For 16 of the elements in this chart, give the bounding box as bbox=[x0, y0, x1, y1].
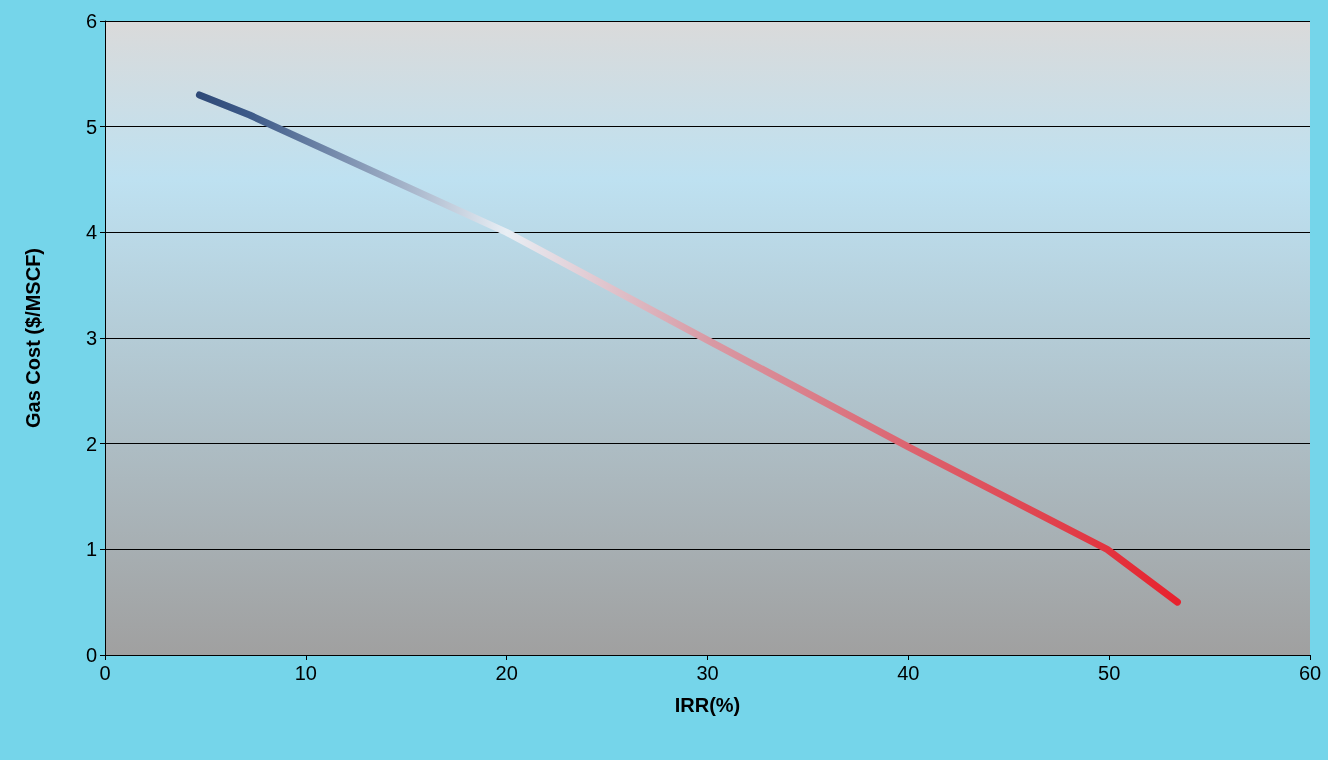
x-tick-label: 60 bbox=[1298, 662, 1322, 684]
x-tick-label: 40 bbox=[897, 662, 920, 684]
y-tick-label: 0 bbox=[85, 644, 97, 666]
y-tick-label: 4 bbox=[85, 221, 97, 244]
y-tick-label: 2 bbox=[85, 432, 97, 455]
y-tick-label: 3 bbox=[85, 327, 97, 349]
x-axis-title: IRR(%) bbox=[674, 694, 741, 716]
y-tick-label: 1 bbox=[85, 538, 97, 561]
y-tick-label: 6 bbox=[85, 10, 97, 32]
y-tick-label: 5 bbox=[85, 115, 97, 138]
y-axis-title: Gas Cost ($/MSCF) bbox=[22, 247, 44, 429]
x-tick-label: 30 bbox=[696, 662, 719, 684]
x-tick-label: 20 bbox=[495, 662, 518, 684]
x-tick-label: 0 bbox=[99, 662, 111, 684]
x-tick-label: 50 bbox=[1098, 662, 1121, 684]
x-tick-label: 10 bbox=[294, 662, 317, 684]
